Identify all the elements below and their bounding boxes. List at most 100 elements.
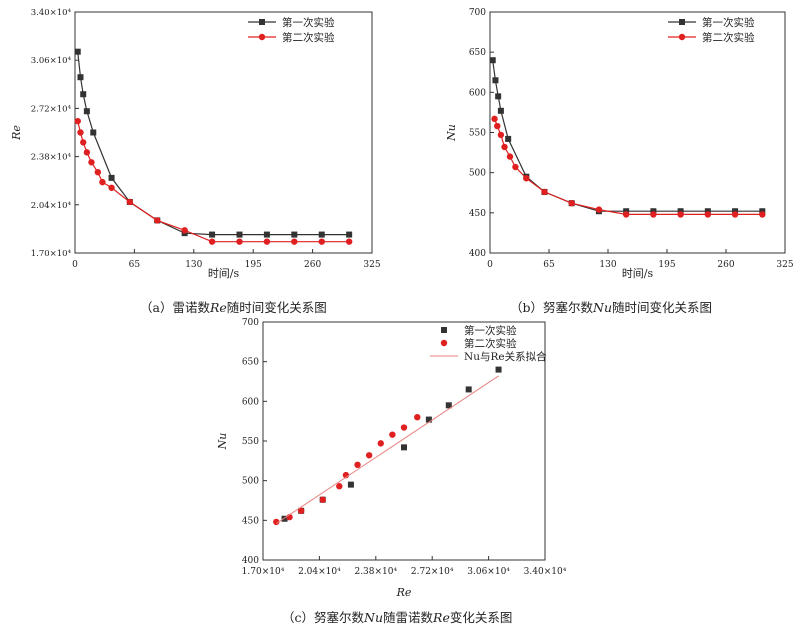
data-point-square-c — [401, 444, 407, 451]
y-tick-label-a: 3.06×10⁴ — [31, 56, 72, 66]
caption-a: （a）雷诺数Re随时间变化关系图 — [140, 297, 327, 316]
caption-b-suffix: 随时间变化关系图 — [612, 300, 713, 315]
legend-square-a — [259, 19, 265, 25]
x-tick-label-b: 325 — [776, 260, 793, 270]
x-tick-label-c: 2.72×10⁴ — [411, 567, 454, 577]
data-point-circle-a — [236, 238, 243, 245]
x-tick-label-c: 1.70×10⁴ — [242, 567, 285, 577]
legend-label-b: 第一次实验 — [702, 16, 755, 29]
y-axis-label-c: Nu — [216, 433, 229, 451]
x-tick-label-a: 260 — [304, 260, 321, 270]
data-point-square-a — [90, 129, 97, 136]
data-point-circle-a — [345, 238, 353, 245]
data-point-square-a — [80, 91, 87, 98]
y-tick-label-c: 500 — [242, 477, 259, 487]
caption-c-mid: 随雷诺数 — [383, 610, 434, 625]
y-tick-label-c: 700 — [242, 318, 259, 328]
data-point-circle-b — [650, 211, 657, 218]
data-point-circle-b — [523, 175, 530, 182]
data-point-circle-c — [273, 518, 280, 526]
data-point-square-c — [347, 481, 354, 488]
x-tick-label-a: 65 — [129, 260, 141, 270]
y-tick-label-b: 500 — [469, 169, 486, 179]
y-tick-label-a: 2.72×10⁴ — [31, 104, 72, 114]
y-tick-label-a: 3.40×10⁴ — [31, 8, 72, 18]
data-point-circle-b — [541, 188, 548, 196]
y-tick-label-a: 2.38×10⁴ — [31, 153, 72, 163]
data-point-square-a — [83, 108, 90, 115]
data-point-circle-c — [336, 483, 343, 490]
data-point-square-a — [346, 231, 353, 238]
data-point-circle-b — [506, 153, 514, 160]
data-point-square-b — [677, 208, 684, 215]
data-point-circle-b — [512, 163, 519, 171]
data-point-square-a — [209, 231, 216, 238]
data-point-square-b — [505, 135, 512, 142]
data-point-square-b — [497, 107, 504, 114]
caption-a-em: Re — [209, 300, 227, 315]
data-point-square-a — [236, 231, 243, 238]
legend-square-c — [441, 327, 447, 333]
data-point-circle-c — [297, 507, 305, 515]
data-point-circle-b — [704, 211, 712, 218]
data-point-circle-b — [497, 131, 505, 139]
x-axis-label-a: 时间/s — [208, 267, 240, 280]
caption-c-suffix: 变化关系图 — [449, 610, 513, 625]
x-tick-label-a: 0 — [72, 260, 78, 270]
y-axis-label-a: Re — [10, 125, 23, 141]
x-tick-label-b: 0 — [487, 260, 493, 270]
y-tick-label-a: 1.70×10⁴ — [31, 249, 72, 259]
data-point-square-b — [492, 77, 499, 84]
caption-c-em: Nu — [364, 610, 384, 625]
data-point-circle-a — [88, 159, 95, 166]
y-tick-label-b: 550 — [469, 129, 486, 139]
data-point-square-c — [425, 416, 432, 423]
plot-frame-a — [74, 11, 373, 254]
data-point-circle-a — [126, 198, 134, 206]
y-tick-label-b: 450 — [469, 209, 486, 219]
x-tick-label-c: 3.06×10⁴ — [467, 567, 510, 577]
data-point-circle-a — [74, 117, 81, 125]
legend-circle-a — [258, 33, 266, 41]
data-point-square-a — [291, 231, 298, 238]
data-point-circle-c — [319, 496, 326, 503]
caption-a-suffix: 随时间变化关系图 — [226, 300, 327, 315]
y-axis-label-b: Nu — [445, 124, 458, 142]
legend-label-b: 第二次实验 — [702, 31, 755, 44]
caption-a-prefix: （a）雷诺数 — [140, 300, 210, 315]
series-line-c-2 — [276, 375, 499, 524]
data-point-circle-a — [108, 184, 115, 191]
x-tick-label-b: 195 — [658, 260, 675, 270]
y-tick-label-b: 700 — [469, 8, 486, 18]
data-point-circle-b — [568, 199, 575, 207]
data-point-square-a — [263, 231, 270, 238]
y-tick-label-c: 600 — [242, 397, 259, 407]
legend-label-c: 第一次实验 — [464, 324, 517, 337]
data-point-square-b — [495, 93, 502, 100]
data-point-circle-a — [181, 227, 188, 234]
x-tick-label-b: 260 — [717, 260, 734, 270]
x-tick-label-b: 130 — [599, 260, 616, 270]
x-tick-label-a: 130 — [185, 260, 202, 270]
data-point-square-b — [623, 208, 630, 215]
legend-label-a: 第一次实验 — [282, 16, 335, 29]
series-line-a-0 — [77, 51, 350, 236]
x-axis-label-b: 时间/s — [622, 267, 654, 280]
data-point-circle-c — [377, 440, 384, 447]
data-point-circle-b — [501, 143, 508, 151]
legend-circle-c — [440, 339, 448, 347]
data-point-circle-a — [80, 139, 87, 146]
x-tick-label-c: 3.40×10⁴ — [524, 567, 567, 577]
data-point-circle-a — [318, 238, 325, 245]
data-point-square-a — [108, 174, 115, 181]
data-point-circle-c — [389, 431, 396, 438]
caption-c-em2: Re — [433, 610, 450, 625]
panel-b-chart: 0 65 130 195 260 325 400 450 500 550 600 650 700 时间/s… — [445, 8, 794, 280]
data-point-circle-b — [759, 211, 766, 218]
legend-label-c: Nu与Re关系拟合 — [464, 350, 547, 363]
data-point-circle-c — [365, 452, 373, 459]
x-tick-label-c: 2.38×10⁴ — [354, 567, 397, 577]
data-point-circle-c — [354, 461, 361, 468]
y-tick-label-b: 650 — [469, 48, 486, 58]
data-point-square-b — [489, 57, 496, 64]
